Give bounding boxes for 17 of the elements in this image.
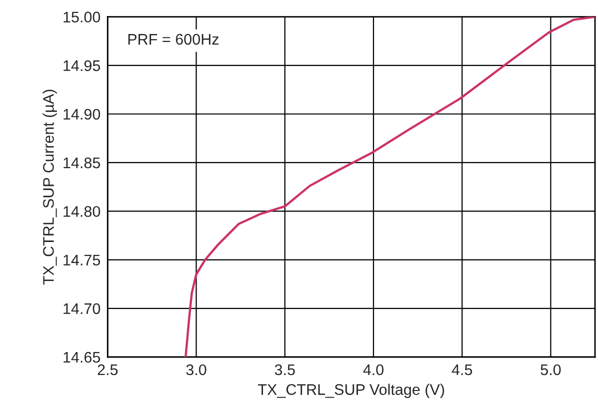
x-tick-label: 3.0	[186, 364, 206, 376]
x-tick-label: 2.5	[98, 364, 118, 376]
x-tick-label: 3.5	[274, 364, 295, 376]
y-tick-label: 15.00	[64, 12, 100, 22]
y-tick-label: 14.90	[64, 108, 100, 120]
x-axis-title: TX_CTRL_SUP Voltage (V)	[258, 384, 444, 398]
y-tick-label: 14.75	[64, 254, 100, 266]
annotation: PRF = 600Hz	[128, 34, 218, 45]
y-axis-title: TX_CTRL_SUP Current (µA)	[42, 90, 57, 285]
x-tick-label: 4.5	[452, 364, 472, 376]
x-tick-label: 4.0	[363, 364, 384, 376]
x-tick-label: 5.0	[540, 364, 561, 376]
y-tick-label: 14.70	[64, 303, 100, 314]
y-tick-label: 14.80	[64, 206, 100, 217]
y-tick-label: 14.95	[64, 60, 100, 72]
y-tick-label: 14.65	[64, 352, 100, 363]
y-tick-label: 14.85	[64, 157, 100, 168]
